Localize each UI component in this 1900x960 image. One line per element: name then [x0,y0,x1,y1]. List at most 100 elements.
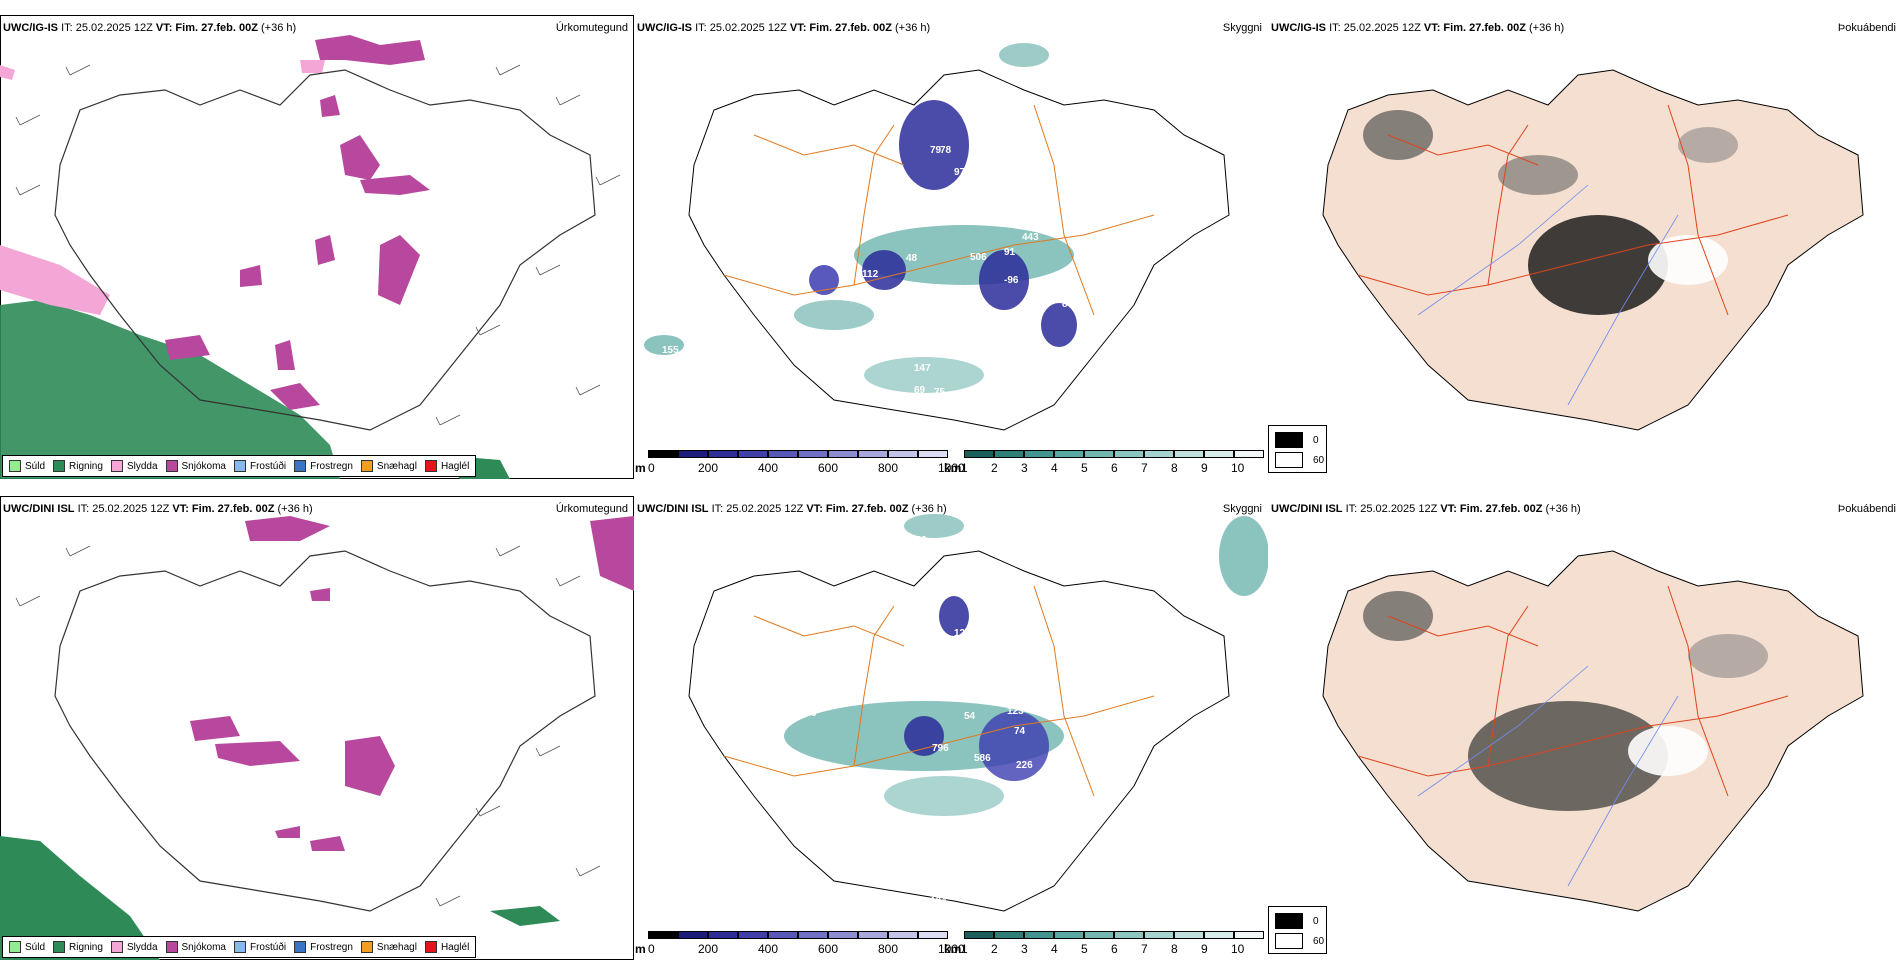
precip-legend-label: Haglél [440,460,470,472]
cloudbase-map: 889 127 54 123 74 586 226 390 796 333 499 980 68 196 7… [636,514,1268,939]
precip-legend-label: Rigning [69,941,103,953]
precip-legend-item: Frostúði [233,460,286,472]
precip-legend-swatch [165,941,178,953]
visibility-bar-segment [1024,450,1054,458]
visibility-tick: 5 [1081,461,1088,475]
cloudbase-bar-segment [768,931,798,939]
cloudbase-value-label: 138 [636,916,653,927]
panel-title: UWC/DINI ISL IT: 25.02.2025 12Z VT: Fim.… [1271,503,1581,515]
visibility-bar-segment [994,931,1024,939]
precip-legend-label: Frostregn [310,941,353,953]
cloudbase-tick: 400 [758,942,779,956]
visibility-tick: 3 [1021,461,1028,475]
precip-legend-item: Súld [9,460,45,472]
precip-legend-item: Frostregn [294,460,353,472]
visibility-bar-segment [1234,450,1264,458]
fog-legend-label: 60 [1313,454,1325,466]
visibility-bar-segment [1084,931,1114,939]
visibility-bar-segment [1174,450,1204,458]
fog-legend-swatch [1275,452,1303,468]
panel-name: Úrkomutegund [555,22,628,34]
cloudbase-bar-segment [918,450,948,458]
visibility-tick: 3 [1021,942,1028,956]
cloudbase-bar-segment [708,931,738,939]
precip-legend-swatch [53,460,66,472]
precip-legend-label: Snjókoma [181,941,226,953]
cloudbase-value-label: 305 [986,172,1003,183]
cloudbase-value-label: 499 [776,701,793,712]
cloudbase-value-label: 127 [954,628,971,639]
precip-legend-item: Snæhagl [360,460,417,472]
cloudbase-bar-segment [828,450,858,458]
cloudbase-value-label: 196 [852,775,869,786]
precip-legend-label: Frostúði [249,941,287,953]
precip-legend-item: Snæhagl [360,941,417,953]
cloudbase-value-label: 74 [1014,726,1026,737]
precip-legend-swatch [165,460,178,472]
cloudbase-value-label: 155 [662,345,679,356]
cloudbase-value-label: 390 [1010,780,1027,791]
precip-legend-item: Snjókoma [165,460,226,472]
cloudbase-bar-segment [858,931,888,939]
precip-legend-item: Súld [9,941,45,953]
cloudbase-value-label: 97 [954,167,966,178]
visibility-bar-segment [1204,931,1234,939]
visibility-tick: 6 [1111,461,1118,475]
visibility-bar-segment [1114,450,1144,458]
cloudbase-tick: 800 [878,942,899,956]
fog-map [1322,69,1864,431]
cloudbase-value-label: 127 [930,865,947,876]
visibility-tick: 5 [1081,942,1088,956]
cloudbase-value-label: 93 [986,215,998,226]
precip-legend-item: Slydda [110,941,158,953]
precip-legend-swatch [9,941,21,953]
precip-legend-item: Haglél [424,941,469,953]
cloudbase-value-label: 78 [940,145,952,156]
cloudbase-unit: m [635,942,646,956]
fog-panel-bottom: UWC/DINI ISL IT: 25.02.2025 12Z VT: Fim.… [1268,496,1900,960]
cloudbase-bar-segment [828,931,858,939]
visibility-tick: 2 [991,461,998,475]
cloudbase-tick: 200 [698,461,719,475]
cloudbase-value-label: 333 [784,683,801,694]
cloudbase-bar-segment [858,450,888,458]
cloudbase-tick: 400 [758,461,779,475]
visibility-bar-segment [1204,450,1234,458]
visibility-tick: 4 [1051,942,1058,956]
cloudbase-value-label: 506 [970,252,987,263]
visibility-bar-segment [1084,450,1114,458]
precip-legend: Súld Rigning Slydda Snjókoma Frostúði Frostre… [2,455,477,477]
panel-name: Skyggni [1222,503,1262,515]
cloudbase-bar-segment [678,450,708,458]
visibility-tick: 9 [1201,942,1208,956]
cloudbase-value-label: 123 [1007,706,1024,717]
precip-legend-swatch [110,941,123,953]
panel-title: UWC/IG-IS IT: 25.02.2025 12Z VT: Fim. 27… [637,22,931,34]
cloudbase-value-label: 48 [906,253,918,264]
visibility-bar-segment [1054,931,1084,939]
cloudbase-value-label: 75 [912,858,924,869]
cloudbase-colorbar: m 0 200 400 600 800 1000 km 1 2 3 4 5 6 7 8 9 10 [634,930,1268,958]
cloudbase-value-label: 68 [802,776,814,787]
fog-legend: 0 60 [1268,906,1327,954]
cloudbase-colorbar: m 0 200 400 600 800 1000 km 1 2 3 4 5 6 7 8 9 10 [634,449,1268,477]
cloudbase-bar-segment [888,931,918,939]
fog-legend-swatch [1275,432,1303,448]
precip-legend-label: Snæhagl [376,941,417,953]
cloudbase-bar-segment [768,450,798,458]
panel-name: Þokuábendi [1837,22,1896,34]
panel-title: UWC/DINI ISL IT: 25.02.2025 12Z VT: Fim.… [637,503,947,515]
fog-legend: 0 60 [1268,425,1327,473]
cloudbase-value-label: 112 [862,269,879,280]
precip-legend-swatch [294,941,307,953]
cloudbase-value-label: 69 [914,385,926,396]
cloudbase-value-label: 87 [1062,299,1074,310]
precip-legend-item: Rigning [53,941,103,953]
precip-legend-swatch [360,460,373,472]
cloudbase-bar-segment [888,450,918,458]
visibility-bar-segment [1174,931,1204,939]
cloudbase-tick: 800 [878,461,899,475]
precip-map [0,35,621,479]
cloudbase-value-label: 226 [1016,760,1033,771]
